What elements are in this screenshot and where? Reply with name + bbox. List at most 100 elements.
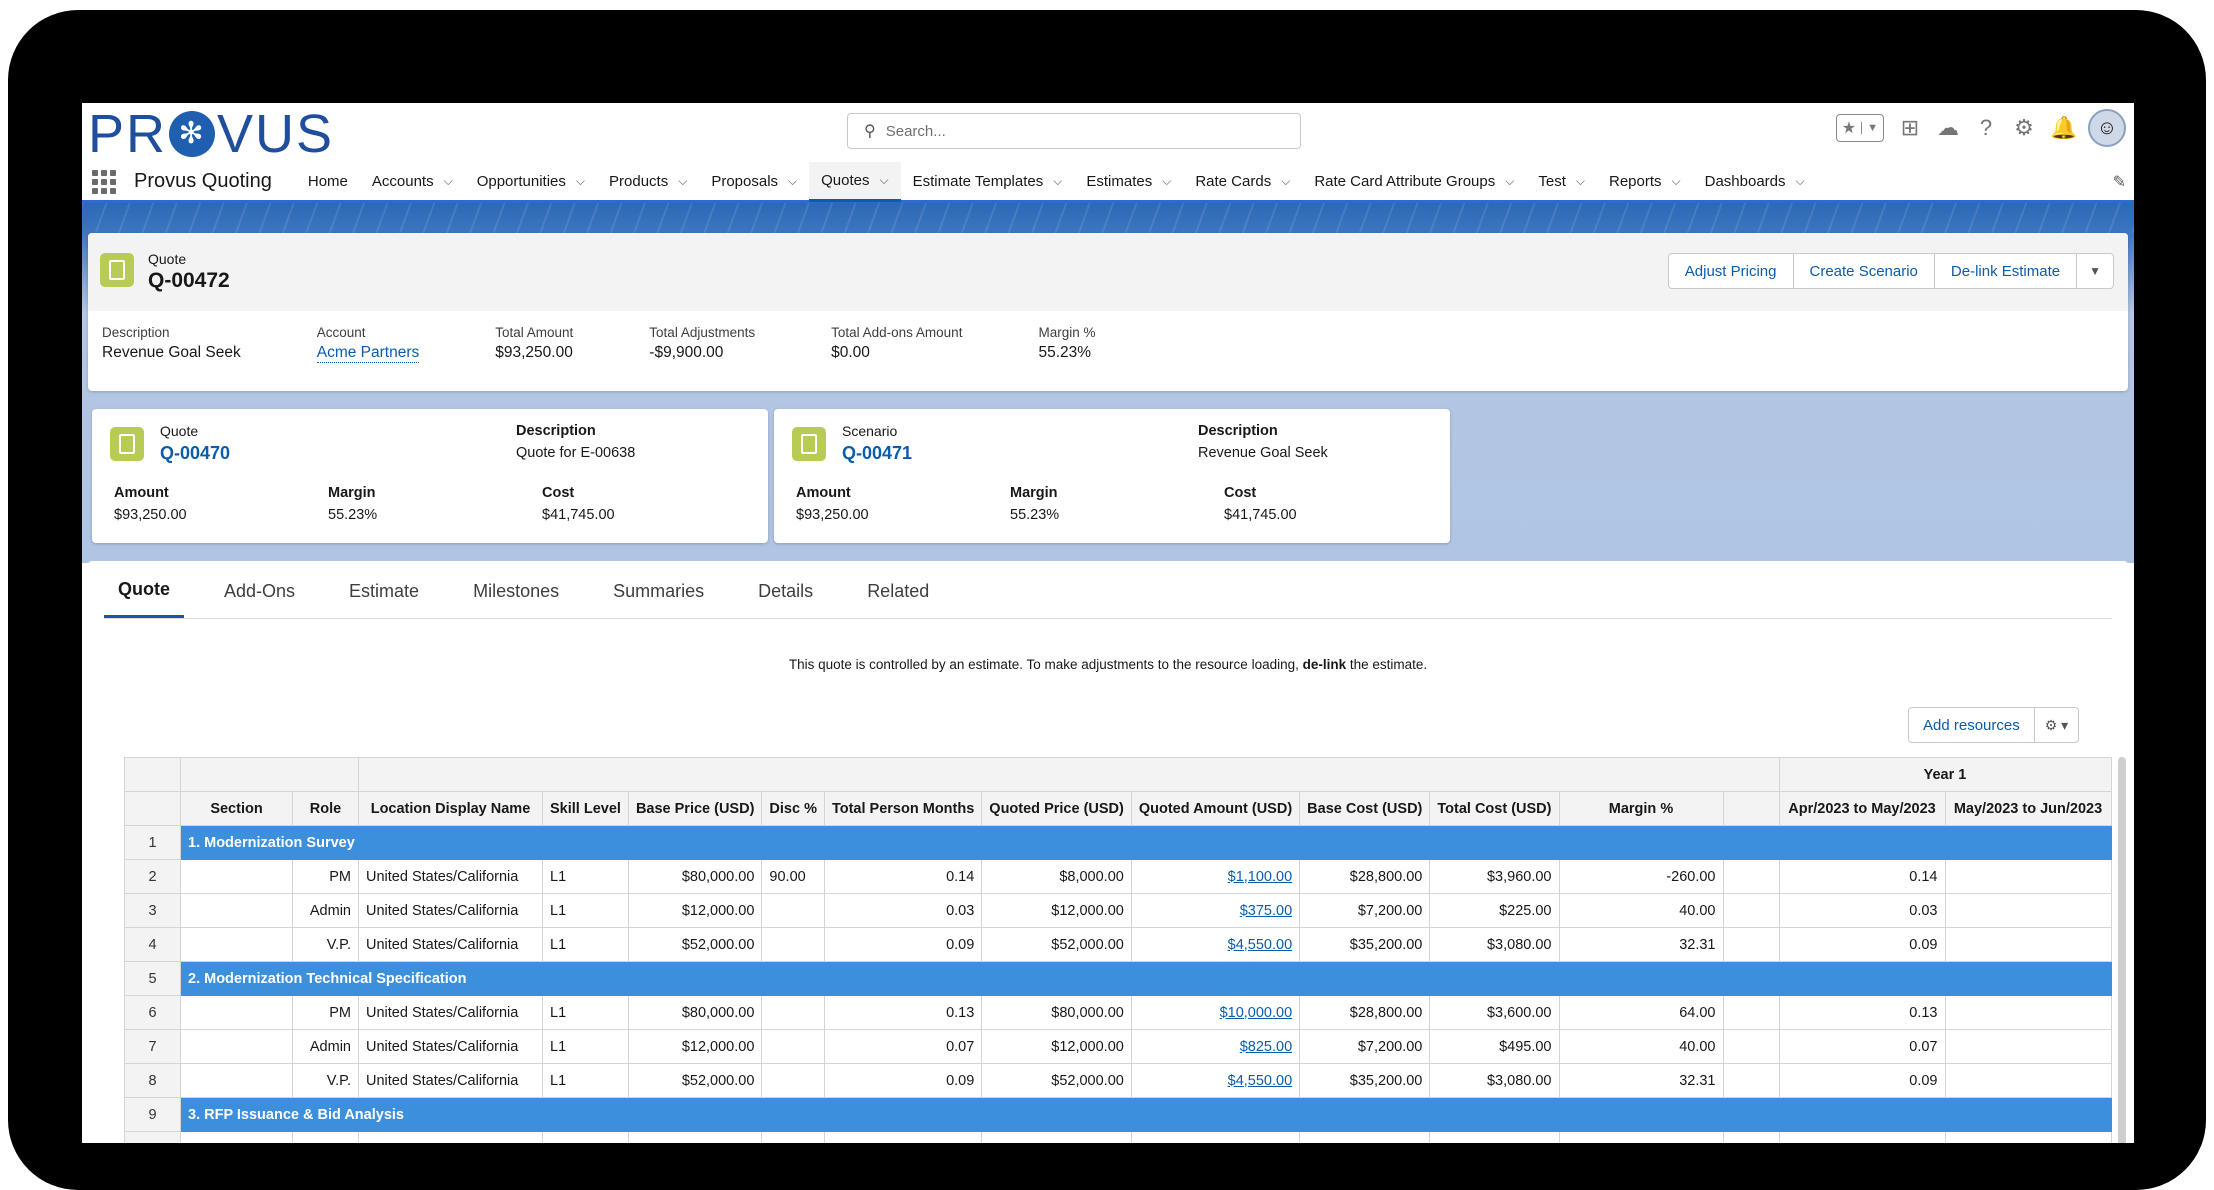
cell-empty[interactable] bbox=[1722, 1029, 1780, 1064]
chevron-down-icon[interactable]: ⌵ bbox=[1795, 174, 1805, 188]
create-scenario-button[interactable]: Create Scenario bbox=[1792, 254, 1934, 288]
cell-apr[interactable]: 0.03 bbox=[1778, 893, 1946, 928]
cell-margin[interactable]: 40.00 bbox=[1558, 893, 1724, 928]
cell-role[interactable]: Admin bbox=[292, 893, 359, 928]
cell-empty[interactable] bbox=[1944, 1131, 2112, 1143]
cell-disc[interactable] bbox=[761, 1063, 825, 1098]
cell-tpm[interactable] bbox=[823, 1131, 983, 1143]
cell-disc[interactable]: 90.00 bbox=[761, 859, 825, 894]
cell-total-cost[interactable] bbox=[1429, 1131, 1560, 1143]
card-record-link[interactable]: Q-00471 bbox=[842, 443, 913, 463]
cell-empty[interactable] bbox=[1944, 927, 2112, 962]
avatar[interactable]: ☺ bbox=[2088, 109, 2126, 147]
person-months-header[interactable]: Total Person Months bbox=[823, 791, 983, 826]
cell-loc[interactable]: United States/California bbox=[358, 893, 543, 928]
favorites-button[interactable]: ★ ▼ bbox=[1835, 114, 1884, 142]
cell-total-cost[interactable]: $3,080.00 bbox=[1429, 1063, 1560, 1098]
cell-quoted-price[interactable]: $8,000.00 bbox=[981, 859, 1132, 894]
cell-base-cost[interactable]: $35,200.00 bbox=[1299, 927, 1431, 962]
tab-quote[interactable]: Quote bbox=[104, 574, 184, 618]
cell-quoted-amount[interactable]: $375.00 bbox=[1130, 893, 1301, 928]
cell-skill[interactable] bbox=[542, 1131, 629, 1143]
chevron-down-icon[interactable]: ⌵ bbox=[1575, 174, 1585, 188]
chevron-down-icon[interactable]: ⌵ bbox=[1281, 174, 1291, 188]
cell-role[interactable]: V.P. bbox=[292, 927, 359, 962]
cell-quoted-amount[interactable] bbox=[1130, 1131, 1301, 1143]
cell-disc[interactable] bbox=[761, 927, 825, 962]
cell-quoted-price[interactable]: $52,000.00 bbox=[981, 927, 1132, 962]
cell-quoted-price[interactable]: $12,000.00 bbox=[981, 1029, 1132, 1064]
cell-quoted-amount[interactable]: $10,000.00 bbox=[1130, 995, 1301, 1030]
cell-disc[interactable] bbox=[761, 1029, 825, 1064]
tab-milestones[interactable]: Milestones bbox=[473, 580, 560, 601]
role-header[interactable]: Role bbox=[292, 791, 359, 826]
chevron-down-icon[interactable]: ⌵ bbox=[575, 174, 586, 188]
cell-base-price[interactable]: $80,000.00 bbox=[627, 859, 763, 894]
account-link[interactable]: Acme Partners bbox=[316, 344, 420, 363]
cell-empty[interactable] bbox=[1722, 893, 1780, 928]
nav-item-products[interactable]: Products ⌵ bbox=[597, 162, 699, 202]
cell-quoted-amount[interactable]: $825.00 bbox=[1130, 1029, 1301, 1064]
cell-skill[interactable]: L1 bbox=[542, 995, 629, 1030]
quoted-price-header[interactable]: Quoted Price (USD) bbox=[981, 791, 1132, 826]
cell-base-price[interactable]: $12,000.00 bbox=[627, 893, 763, 928]
nav-item-reports[interactable]: Reports ⌵ bbox=[1597, 162, 1693, 202]
cell-tpm[interactable]: 0.14 bbox=[823, 859, 983, 894]
cell-empty[interactable] bbox=[1944, 995, 2112, 1030]
cell-base-cost[interactable]: $28,800.00 bbox=[1299, 995, 1431, 1030]
cell-role[interactable]: V.P. bbox=[292, 1063, 359, 1098]
cell-empty[interactable] bbox=[1722, 859, 1780, 894]
cell-loc[interactable] bbox=[358, 1131, 543, 1143]
delink-estimate-button[interactable]: De-link Estimate bbox=[1933, 254, 2076, 288]
nav-item-accounts[interactable]: Accounts ⌵ bbox=[360, 162, 465, 202]
quoted-amount-link[interactable]: $1,100.00 bbox=[1227, 868, 1293, 885]
cell-empty[interactable] bbox=[1944, 893, 2112, 928]
quoted-amount-header[interactable]: Quoted Amount (USD) bbox=[1130, 791, 1301, 826]
edit-nav-icon[interactable]: ✎ bbox=[2112, 173, 2126, 191]
nav-item-dashboards[interactable]: Dashboards ⌵ bbox=[1693, 162, 1817, 202]
tab-add-ons[interactable]: Add-Ons bbox=[224, 580, 296, 601]
section-header[interactable]: Section bbox=[180, 791, 293, 826]
cell-total-cost[interactable]: $495.00 bbox=[1429, 1029, 1560, 1064]
cell-base-cost[interactable]: $7,200.00 bbox=[1299, 1029, 1431, 1064]
cell-quoted-amount[interactable]: $1,100.00 bbox=[1130, 859, 1301, 894]
card-record-link[interactable]: Q-00470 bbox=[160, 443, 231, 463]
cell-quoted-price[interactable]: $80,000.00 bbox=[981, 995, 1132, 1030]
cell-apr[interactable]: 0.09 bbox=[1778, 927, 1946, 962]
cell-base-price[interactable]: $80,000.00 bbox=[627, 995, 763, 1030]
section-row-label[interactable]: 2. Modernization Technical Specification bbox=[180, 961, 2112, 996]
cell-margin[interactable]: 32.31 bbox=[1558, 1063, 1724, 1098]
quoted-amount-link[interactable]: $4,550.00 bbox=[1227, 936, 1293, 953]
cell-role[interactable]: Admin bbox=[292, 1029, 359, 1064]
cell-empty[interactable] bbox=[1944, 859, 2112, 894]
cell-loc[interactable]: United States/California bbox=[358, 927, 543, 962]
chevron-down-icon[interactable]: ⌵ bbox=[678, 174, 688, 188]
cell-loc[interactable]: United States/California bbox=[358, 1063, 543, 1098]
chevron-down-icon[interactable]: ⌵ bbox=[1671, 174, 1681, 188]
nav-item-quotes[interactable]: Quotes ⌵ bbox=[809, 161, 901, 202]
cell-apr[interactable]: 0.09 bbox=[1778, 1063, 1946, 1098]
cell-loc[interactable]: United States/California bbox=[358, 1029, 543, 1064]
cell-quoted-price[interactable]: $52,000.00 bbox=[981, 1063, 1132, 1098]
adjust-pricing-button[interactable]: Adjust Pricing bbox=[1684, 262, 1777, 280]
chevron-down-icon[interactable]: ⌵ bbox=[1505, 174, 1515, 188]
tab-summaries[interactable]: Summaries bbox=[613, 580, 705, 601]
cell-role[interactable] bbox=[292, 1131, 359, 1143]
nav-item-estimates[interactable]: Estimates ⌵ bbox=[1074, 162, 1183, 202]
cell-empty[interactable] bbox=[180, 1131, 293, 1143]
chevron-down-icon[interactable]: ⌵ bbox=[879, 172, 889, 187]
cell-total-cost[interactable]: $3,080.00 bbox=[1429, 927, 1560, 962]
tab-details[interactable]: Details bbox=[758, 580, 814, 601]
cell-apr[interactable]: 0.14 bbox=[1778, 859, 1946, 894]
cell-empty[interactable] bbox=[1722, 927, 1780, 962]
chevron-down-icon[interactable]: ⌵ bbox=[1162, 174, 1172, 188]
cell-base-cost[interactable]: $7,200.00 bbox=[1299, 893, 1431, 928]
cell-tpm[interactable]: 0.03 bbox=[823, 893, 983, 928]
cell-tpm[interactable]: 0.13 bbox=[823, 995, 983, 1030]
cell-quoted-price[interactable]: $12,000.00 bbox=[981, 893, 1132, 928]
cell-margin[interactable]: 40.00 bbox=[1558, 1029, 1724, 1064]
quoted-amount-link[interactable]: $375.00 bbox=[1239, 902, 1293, 919]
cell-base-cost[interactable]: $28,800.00 bbox=[1299, 859, 1431, 894]
add-icon[interactable]: ⊞ bbox=[1900, 115, 1920, 140]
nav-item-rate-card-attribute-groups[interactable]: Rate Card Attribute Groups ⌵ bbox=[1302, 162, 1526, 202]
